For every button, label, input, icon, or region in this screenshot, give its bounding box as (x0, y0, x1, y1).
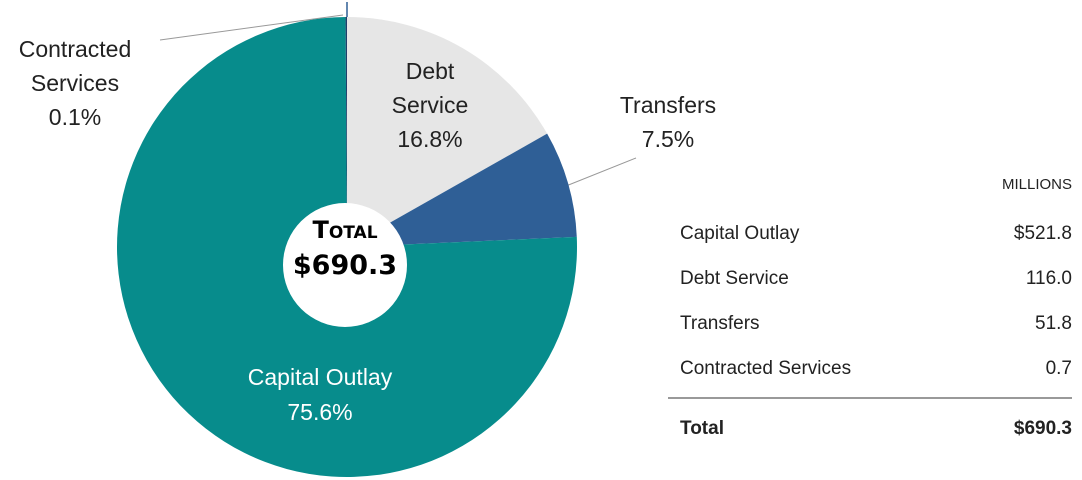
total-label: Total (680, 418, 724, 439)
table-header: MILLIONS (1001, 176, 1072, 193)
leader-line (565, 157, 637, 187)
slice-label: Debt Service (391, 58, 469, 118)
row-value: 116.0 (1025, 268, 1072, 289)
slice-value: 7.5% (641, 126, 695, 152)
row-label: Capital Outlay (680, 223, 800, 244)
pie-slice (345, 17, 347, 247)
slice-label: Transfers (619, 92, 717, 118)
row-value: $521.8 (1013, 223, 1072, 244)
row-label: Contracted Services (680, 358, 852, 379)
center-value: $690.3 (292, 250, 398, 281)
pie-slice (347, 17, 548, 247)
donut-hole (283, 203, 407, 327)
row-label: Transfers (680, 313, 760, 334)
slice-label: Capital Outlay (247, 364, 393, 390)
center-label: Total (312, 216, 378, 244)
row-value: 51.8 (1035, 313, 1072, 334)
pie-slice (347, 133, 577, 247)
row-value: 0.7 (1045, 358, 1072, 379)
slice-value: 75.6% (287, 399, 353, 425)
leader-line (159, 14, 344, 41)
row-label: Debt Service (680, 268, 789, 289)
slice-value: 0.1% (48, 104, 102, 130)
slice-value: 16.8% (397, 126, 463, 152)
total-value: $690.3 (1013, 418, 1072, 439)
slice-label: Contracted Services (18, 36, 132, 96)
